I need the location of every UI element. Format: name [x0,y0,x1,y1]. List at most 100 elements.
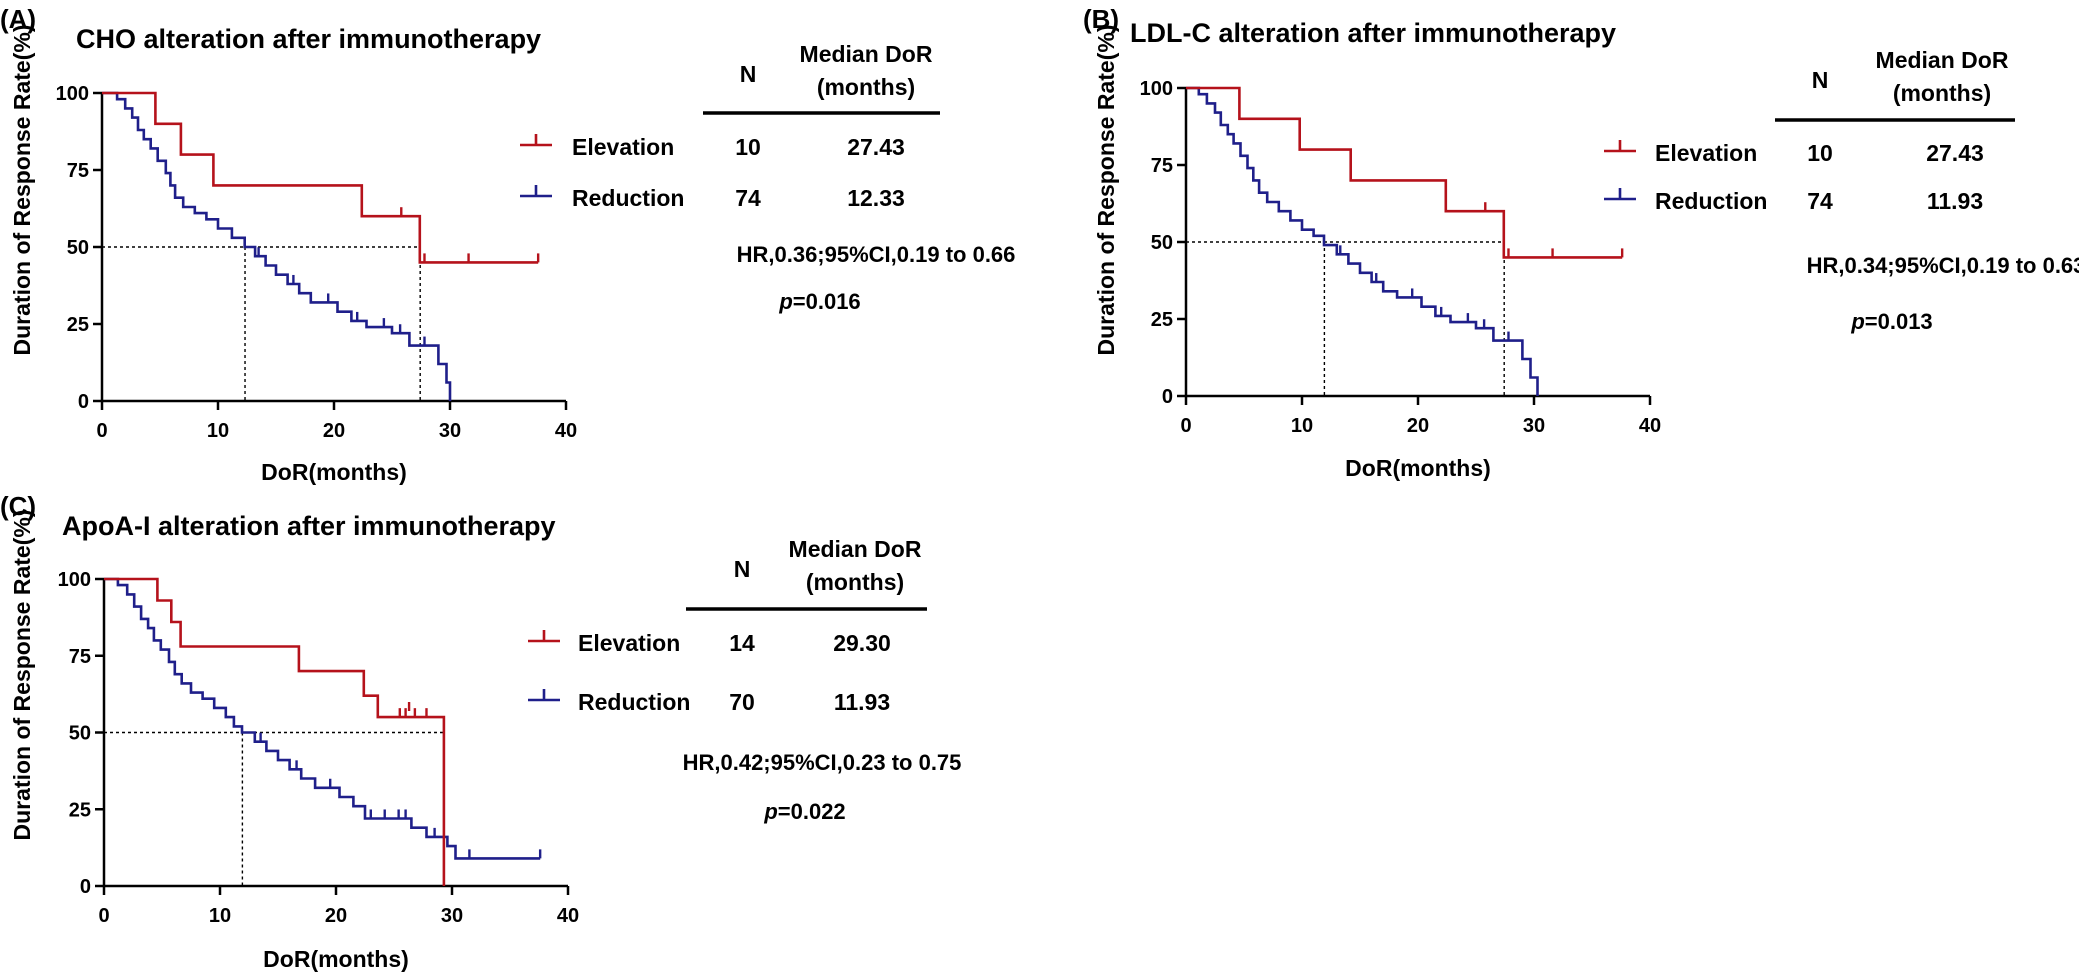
y-tick-label-c-0: 0 [80,876,91,898]
x-tick-label-a-3: 30 [439,420,461,442]
y-tick-label-c-3: 75 [69,646,91,668]
p-symbol-c: p [763,799,777,824]
km-curve-elevation-b [1186,86,1623,259]
plot-area-b: 0 10 20 30 40 0 25 50 75 100 [1140,78,1662,437]
y-tick-label-c-2: 50 [69,723,91,745]
x-tick-label-a-4: 40 [555,420,577,442]
n-elevation-c: 14 [729,630,755,656]
x-tick-label-b-0: 0 [1180,415,1191,437]
x-tick-label-b-2: 20 [1407,415,1429,437]
x-axis-label-c: DoR(months) [263,946,409,972]
chart-title-c: ApoA-I alteration after immunotherapy [62,511,556,541]
panel-label-c: (C) [0,491,36,521]
legend-swatch-elevation-b [1604,140,1636,153]
table-header-median-c: Median DoR [789,536,922,562]
panel-b: (B) LDL-C alteration after immunotherapy… [1083,4,2079,481]
n-reduction-a: 74 [735,185,761,211]
legend-swatch-reduction-b [1604,188,1636,201]
p-number-c: =0.022 [778,799,846,824]
y-tick-label-b-3: 75 [1151,155,1173,177]
x-tick-label-a-2: 20 [323,420,345,442]
legend-elevation-c: Elevation 14 29.30 [528,630,891,656]
table-header-median-b: Median DoR [1876,47,2009,73]
x-tick-label-b-3: 30 [1523,415,1545,437]
legend-reduction-b: Reduction 74 11.93 [1604,188,1983,214]
median-reduction-b: 11.93 [1927,188,1983,214]
plot-area-a: 0 10 20 30 40 0 25 50 75 100 [56,83,578,442]
legend-reduction-c: Reduction 70 11.93 [528,689,890,715]
hr-text-c: HR,0.42;95%CI,0.23 to 0.75 [683,750,962,775]
km-curve-reduction-a [102,91,452,401]
p-value-a: p=0.016 [778,289,860,314]
median-elevation-a: 27.43 [847,134,905,160]
legend-label-reduction-b: Reduction [1655,188,1767,214]
hr-text-a: HR,0.36;95%CI,0.19 to 0.66 [737,242,1016,267]
table-header-median-a: Median DoR [800,41,933,67]
x-axis-label-b: DoR(months) [1345,455,1491,481]
x-tick-label-c-3: 30 [441,905,463,927]
hr-text-b: HR,0.34;95%CI,0.19 to 0.63 [1807,253,2079,278]
x-tick-label-b-4: 40 [1639,415,1661,437]
km-curve-elevation-a [102,91,539,264]
y-axis-label-c: Duration of Response Rate(%) [9,510,35,841]
legend-label-reduction-c: Reduction [578,689,690,715]
x-tick-label-c-2: 20 [325,905,347,927]
y-tick-label-a-1: 25 [67,314,89,336]
x-axis-label-a: DoR(months) [261,459,407,485]
x-tick-label-a-1: 10 [207,420,229,442]
x-tick-label-a-0: 0 [96,420,107,442]
median-reduction-a: 12.33 [847,185,905,211]
n-reduction-c: 70 [729,689,755,715]
legend-label-elevation-c: Elevation [578,630,680,656]
y-tick-label-b-1: 25 [1151,309,1173,331]
y-tick-label-b-0: 0 [1162,386,1173,408]
median-reduction-c: 11.93 [834,689,890,715]
legend-swatch-elevation-c [528,630,560,643]
legend-elevation-a: Elevation 10 27.43 [520,134,905,160]
x-tick-label-c-0: 0 [98,905,109,927]
p-number-b: =0.013 [1865,309,1933,334]
p-symbol-a: p [778,289,792,314]
p-value-b: p=0.013 [1850,309,1932,334]
plot-area-c: 0 10 20 30 40 0 25 50 75 100 [58,569,580,927]
legend-swatch-reduction-c [528,689,560,702]
panel-label-a: (A) [0,4,36,34]
panel-a: (A) CHO alteration after immunotherapy D… [0,4,1015,485]
chart-title-a: CHO alteration after immunotherapy [76,24,541,54]
km-curve-reduction-b [1186,86,1539,396]
p-number-a: =0.016 [793,289,861,314]
legend-label-elevation-a: Elevation [572,134,674,160]
legend-label-reduction-a: Reduction [572,185,684,211]
y-axis-label-a: Duration of Response Rate(%) [9,25,35,356]
y-tick-label-a-0: 0 [78,391,89,413]
legend-reduction-a: Reduction 74 12.33 [520,185,905,211]
panel-label-b: (B) [1083,4,1119,34]
table-header-n-b: N [1812,67,1829,93]
km-curve-elevation-c [104,577,446,886]
panel-c: (C) ApoA-I alteration after immunotherap… [0,491,961,972]
p-value-c: p=0.022 [763,799,845,824]
legend-label-elevation-b: Elevation [1655,140,1757,166]
y-tick-label-c-1: 25 [69,799,91,821]
x-tick-label-c-4: 40 [557,905,579,927]
n-elevation-a: 10 [735,134,761,160]
y-tick-label-c-4: 100 [58,569,91,591]
y-tick-label-b-2: 50 [1151,232,1173,254]
p-symbol-b: p [1850,309,1864,334]
table-header-months-b: (months) [1893,80,1991,106]
y-tick-label-a-3: 75 [67,160,89,182]
x-tick-label-b-1: 10 [1291,415,1313,437]
legend-swatch-elevation-a [520,134,552,147]
table-header-months-a: (months) [817,74,915,100]
km-curve-reduction-c [104,577,541,860]
n-elevation-b: 10 [1807,140,1833,166]
legend-swatch-reduction-a [520,185,552,198]
median-elevation-c: 29.30 [833,630,891,656]
table-header-n-a: N [740,61,757,87]
table-header-n-c: N [734,556,751,582]
y-tick-label-a-4: 100 [56,83,89,105]
y-axis-label-b: Duration of Response Rate(%) [1093,25,1119,356]
table-header-months-c: (months) [806,569,904,595]
median-elevation-b: 27.43 [1926,140,1984,166]
